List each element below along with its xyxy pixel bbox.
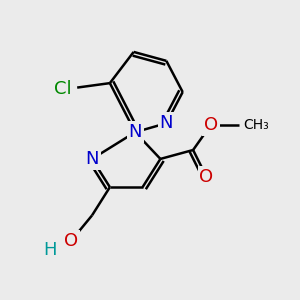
Text: O: O	[64, 232, 78, 250]
Text: H: H	[44, 241, 57, 259]
Text: N: N	[128, 123, 142, 141]
Text: N: N	[160, 114, 173, 132]
Text: N: N	[85, 150, 99, 168]
Text: O: O	[200, 168, 214, 186]
Text: O: O	[204, 116, 218, 134]
Text: CH₃: CH₃	[244, 118, 269, 132]
Text: Cl: Cl	[54, 80, 72, 98]
